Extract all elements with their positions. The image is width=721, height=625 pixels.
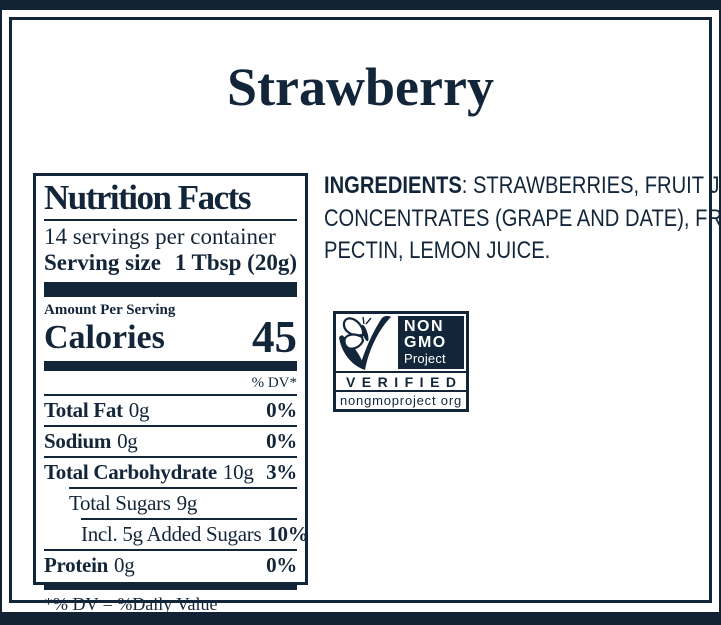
nutrient-dv: 0%	[266, 429, 297, 453]
nutrient-name: Incl. 5g Added Sugars	[81, 522, 262, 546]
servings-per-container: 14 servings per container	[44, 224, 276, 249]
nutrient-name: Total Sugars	[69, 491, 171, 515]
non-gmo-project-box: NON GMO Project	[398, 316, 464, 369]
nutrient-name: Protein	[44, 553, 108, 577]
daily-value-footnote: *% DV = %Daily Value	[44, 594, 218, 614]
divider	[44, 394, 297, 396]
amount-per-serving-label: Amount Per Serving	[44, 302, 176, 318]
nutrient-row-total-carbohydrate: Total Carbohydrate 10g 3%	[44, 458, 297, 487]
thick-bar	[44, 361, 297, 371]
thick-bar	[44, 282, 297, 297]
nutrient-dv: 0%	[266, 398, 297, 422]
divider	[69, 487, 297, 489]
serving-size-row: Serving size 1 Tbsp (20g)	[44, 250, 297, 276]
product-title: Strawberry	[227, 57, 494, 117]
ingredients-line-2: CONCENTRATES (GRAPE AND DATE), FRUIT	[324, 204, 721, 232]
nutrient-row-total-fat: Total Fat 0g 0%	[44, 396, 297, 425]
nutrition-facts-panel: Nutrition Facts 14 servings per containe…	[33, 173, 309, 614]
serving-size-value: 1 Tbsp (20g)	[174, 250, 297, 275]
butterfly-checkmark-icon	[339, 316, 391, 370]
calories-label: Calories	[44, 319, 165, 356]
daily-value-header: % DV*	[251, 375, 297, 391]
thick-bar	[44, 582, 297, 590]
badge-non: NON	[404, 318, 445, 335]
nutrient-name: Total Carbohydrate	[44, 460, 217, 484]
ingredients-label: INGREDIENTS	[324, 172, 462, 199]
nutrient-row-protein: Protein 0g 0%	[44, 551, 297, 580]
ingredients-line-1-rest: : STRAWBERRIES, FRUIT JUICE	[461, 172, 721, 199]
nutrient-amount: 0g	[114, 553, 135, 577]
nutrient-dv: 0%	[266, 553, 297, 577]
nutrient-amount: 10g	[222, 460, 254, 484]
divider	[44, 425, 297, 427]
badge-verified-label: VERIFIED	[336, 371, 466, 392]
badge-top-section: NON GMO Project	[336, 314, 466, 371]
badge-gmo: GMO	[404, 334, 447, 351]
nutrient-row-total-sugars: Total Sugars 9g	[44, 489, 297, 518]
ingredients-line-3: PECTIN, LEMON JUICE.	[324, 237, 551, 264]
nutrient-dv: 10%	[267, 522, 309, 546]
nutrient-dv: 3%	[266, 460, 297, 484]
nutrient-amount: 0g	[117, 429, 138, 453]
badge-project: Project	[404, 351, 446, 366]
nutrient-amount: 0g	[128, 398, 150, 422]
nutrient-row-added-sugars: Incl. 5g Added Sugars 10%	[44, 520, 309, 549]
calories-row: Calories 45	[44, 312, 297, 362]
divider	[81, 518, 297, 520]
serving-size-label: Serving size	[44, 250, 161, 275]
nutrient-name: Total Fat	[44, 398, 123, 422]
nutrient-row-sodium: Sodium 0g 0%	[44, 427, 297, 456]
non-gmo-project-verified-badge: NON GMO Project VERIFIED nongmoproject o…	[333, 311, 469, 412]
divider	[44, 456, 297, 458]
badge-url: nongmoproject org	[340, 393, 462, 408]
label-card: Strawberry Nutrition Facts 14 servings p…	[2, 10, 721, 614]
calories-value: 45	[252, 312, 297, 362]
ingredients-text: INGREDIENTS: STRAWBERRIES, FRUIT JUICE C…	[324, 170, 721, 268]
nutrition-facts-title: Nutrition Facts	[44, 178, 251, 217]
nutrient-amount: 9g	[176, 491, 198, 515]
divider	[44, 219, 297, 221]
ingredients-line-1: INGREDIENTS: STRAWBERRIES, FRUIT JUICE	[324, 170, 721, 203]
nutrient-name: Sodium	[44, 429, 112, 453]
divider	[44, 549, 297, 551]
